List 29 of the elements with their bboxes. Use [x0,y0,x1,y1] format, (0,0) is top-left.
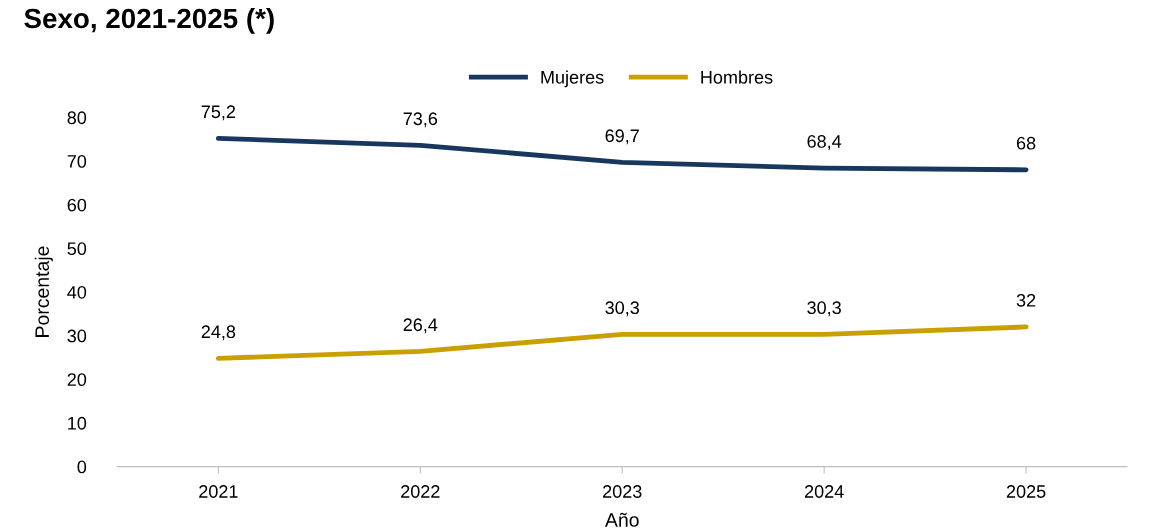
data-label: 24,8 [201,325,236,341]
x-tick-label: 2022 [401,485,440,498]
x-tick-label: 2025 [1006,485,1046,498]
legend-label: Mujeres [541,70,604,88]
data-label: 32 [1016,293,1036,307]
y-tick-label: 80 [67,111,87,125]
y-tick-label: 30 [67,329,87,343]
y-tick-label: 10 [68,416,87,430]
data-label: 30,3 [605,301,639,317]
y-tick-label: 20 [67,373,87,387]
chart-title: Sexo, 2021-2025 (*) [24,7,274,34]
data-label: 68 [1016,136,1036,150]
legend-label: Hombres [701,70,773,84]
y-tick-label: 70 [67,155,87,168]
y-axis-title: Porcentaje [34,246,53,337]
x-tick-label: 2023 [603,485,642,498]
data-label: 75,2 [201,105,236,121]
data-label: 30,3 [807,301,841,317]
data-label: 68,4 [807,135,842,150]
y-tick-label: 0 [77,460,87,474]
x-tick-label: 2024 [804,485,844,498]
data-label: 26,4 [403,318,438,334]
data-label: 69,7 [605,129,639,145]
y-tick-label: 50 [67,242,87,256]
y-tick-label: 40 [67,285,87,299]
x-axis-title: Año [604,512,639,527]
x-tick-label: 2021 [199,485,238,498]
data-label: 73,6 [403,112,438,128]
y-tick-label: 60 [67,198,87,212]
